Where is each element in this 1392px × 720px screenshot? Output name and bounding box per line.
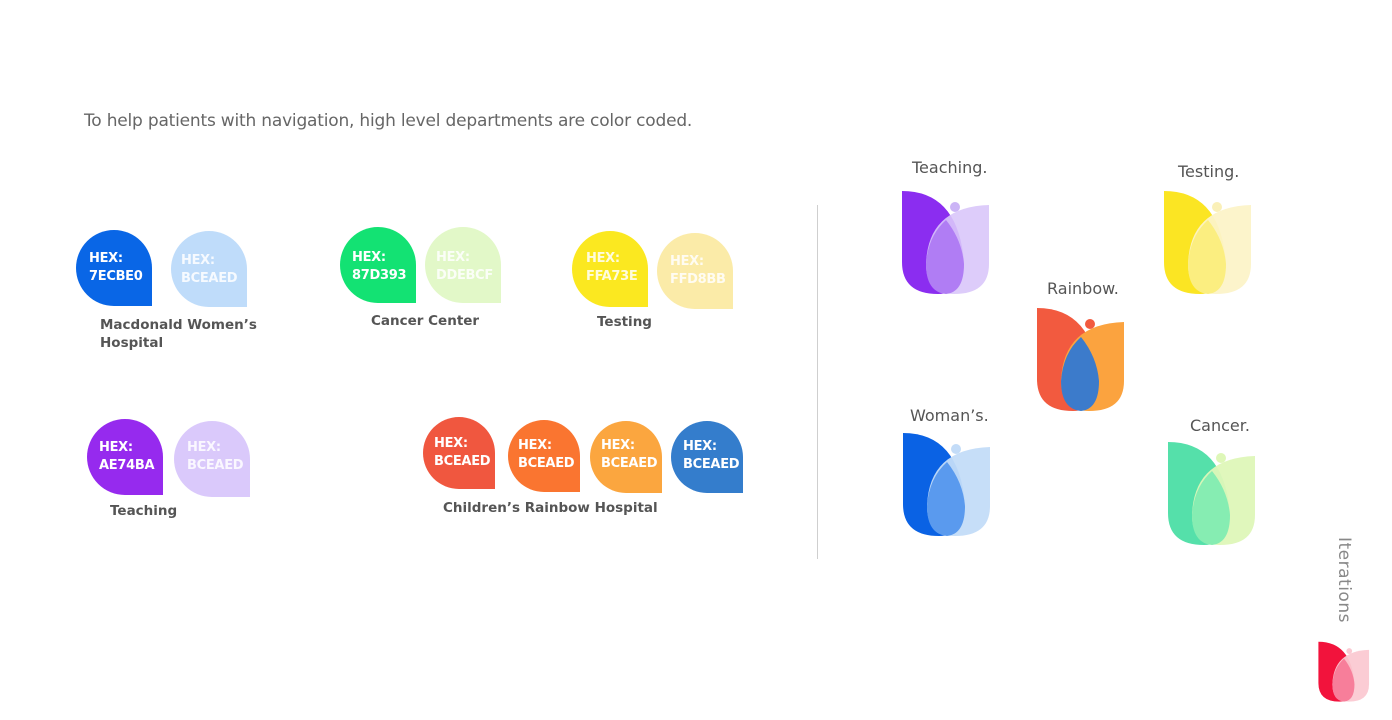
group-label-testing: Testing xyxy=(597,314,652,330)
swatch-hex-label: HEX: 7ECBE0 xyxy=(89,251,143,284)
color-swatch-bceaed xyxy=(174,421,250,497)
group-label-macdonald: Macdonald Women’s Hospital xyxy=(100,317,257,351)
iteration-label-womans: Woman’s. xyxy=(910,406,989,425)
swatch-hex-label: HEX: BCEAED xyxy=(601,438,658,471)
group-label-rainbow: Children’s Rainbow Hospital xyxy=(443,500,658,516)
swatch-hex-label: HEX: FFD8BB xyxy=(670,254,726,287)
group-label-cancer: Cancer Center xyxy=(371,313,480,329)
iteration-label-teaching: Teaching. xyxy=(912,158,988,177)
swatch-hex-label: HEX: BCEAED xyxy=(187,440,244,473)
color-swatch-ffa73e xyxy=(572,231,648,307)
color-swatch-rainbow-amber xyxy=(590,421,662,493)
tulip-logo-womans-icon xyxy=(903,433,990,536)
swatch-hex-label: HEX: AE74BA xyxy=(99,440,155,473)
color-swatch-ddebcf xyxy=(425,227,501,303)
brand-tulip-icon xyxy=(1318,641,1370,702)
tulip-logo-testing-icon xyxy=(1164,191,1251,294)
intro-text: To help patients with navigation, high l… xyxy=(84,111,693,131)
iteration-label-cancer: Cancer. xyxy=(1190,416,1250,435)
color-swatch-87d393 xyxy=(340,227,416,303)
tulip-logo-rainbow-icon xyxy=(1037,308,1124,411)
color-swatch-rainbow-red xyxy=(423,417,495,489)
swatch-hex-label: HEX: BCEAED xyxy=(518,438,575,471)
color-swatch-ae74ba xyxy=(87,419,163,495)
swatch-hex-label: HEX: BCEAED xyxy=(434,436,491,469)
color-swatch-7ecbe0 xyxy=(76,230,152,306)
side-label-iterations: Iterations xyxy=(1334,537,1354,623)
swatch-hex-label: HEX: BCEAED xyxy=(683,439,740,472)
swatch-hex-label: HEX: FFA73E xyxy=(586,251,638,284)
group-label-teaching: Teaching xyxy=(110,503,178,519)
color-swatch-bceaed xyxy=(171,231,247,307)
swatch-hex-label: HEX: BCEAED xyxy=(181,253,238,286)
tulip-logo-teaching-icon xyxy=(902,191,989,294)
iteration-label-testing: Testing. xyxy=(1178,162,1240,181)
swatch-hex-label: HEX: DDEBCF xyxy=(436,250,493,283)
swatch-hex-label: HEX: 87D393 xyxy=(352,250,407,283)
color-swatch-rainbow-blue xyxy=(671,421,743,493)
color-swatch-ffd8bb xyxy=(657,233,733,309)
tulip-logo-cancer-icon xyxy=(1168,442,1255,545)
color-swatch-rainbow-orange xyxy=(508,420,580,492)
iteration-label-rainbow: Rainbow. xyxy=(1047,279,1119,298)
section-divider xyxy=(817,205,818,559)
